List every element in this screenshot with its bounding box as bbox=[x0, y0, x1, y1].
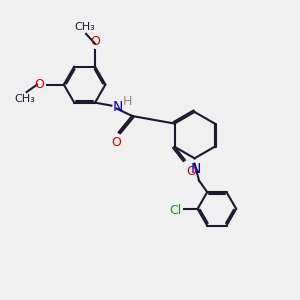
Text: N: N bbox=[191, 162, 201, 176]
Text: CH₃: CH₃ bbox=[14, 94, 34, 104]
Text: O: O bbox=[90, 35, 100, 48]
Text: Cl: Cl bbox=[169, 204, 182, 217]
Text: CH₃: CH₃ bbox=[74, 22, 95, 32]
Text: O: O bbox=[111, 136, 121, 149]
Text: O: O bbox=[186, 165, 196, 178]
Text: O: O bbox=[34, 78, 44, 91]
Text: H: H bbox=[122, 94, 132, 108]
Text: N: N bbox=[113, 100, 123, 114]
